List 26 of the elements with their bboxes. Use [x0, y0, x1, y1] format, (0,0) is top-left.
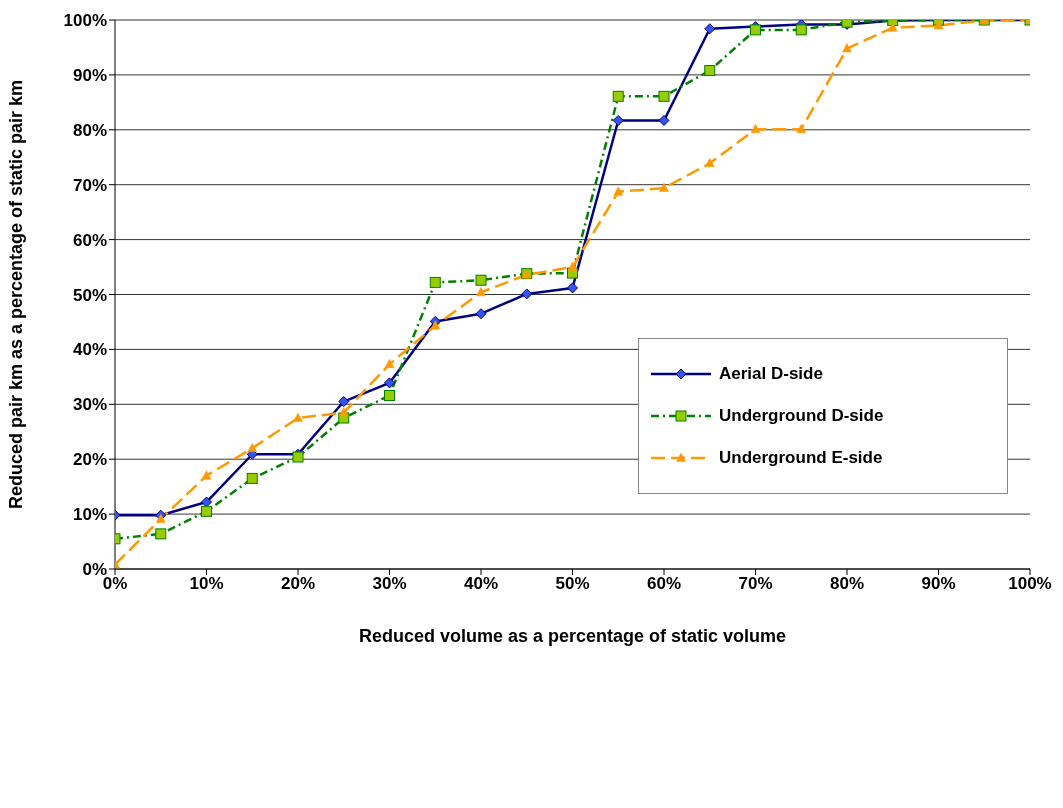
x-tick-label: 50% [555, 574, 590, 594]
x-tick-label: 40% [463, 574, 499, 594]
x-tick-label: 30% [372, 574, 407, 594]
x-tick-label: 10% [189, 574, 224, 594]
y-tick-label: 30% [72, 395, 107, 415]
x-tick-label: 70% [738, 574, 773, 594]
x-tick-label: 100% [1008, 574, 1052, 594]
y-tick-label: 20% [72, 450, 107, 470]
y-tick-label: 90% [72, 65, 107, 85]
y-tick-label: 10% [72, 505, 107, 525]
y-tick-label: 70% [72, 175, 107, 195]
y-tick-label: 50% [72, 285, 107, 305]
y-tick-label: 60% [72, 230, 107, 250]
x-tick-label: 90% [921, 574, 956, 594]
x-tick-label: 20% [280, 574, 316, 594]
y-tick-label: 100% [63, 11, 107, 31]
legend-label: Underground D-side [719, 406, 884, 426]
y-tick-label: 40% [72, 340, 107, 360]
x-tick-label: 80% [829, 574, 865, 594]
legend-label: Underground E-side [719, 448, 883, 468]
y-axis-title: Reduced pair km as a percentage of static pair km [6, 79, 27, 510]
x-tick-label: 0% [102, 574, 128, 594]
x-axis-title: Reduced volume as a percentage of static volume [358, 626, 787, 646]
legend-label: Aerial D-side [719, 364, 823, 384]
x-tick-label: 60% [646, 574, 682, 594]
y-tick-label: 80% [72, 120, 107, 140]
